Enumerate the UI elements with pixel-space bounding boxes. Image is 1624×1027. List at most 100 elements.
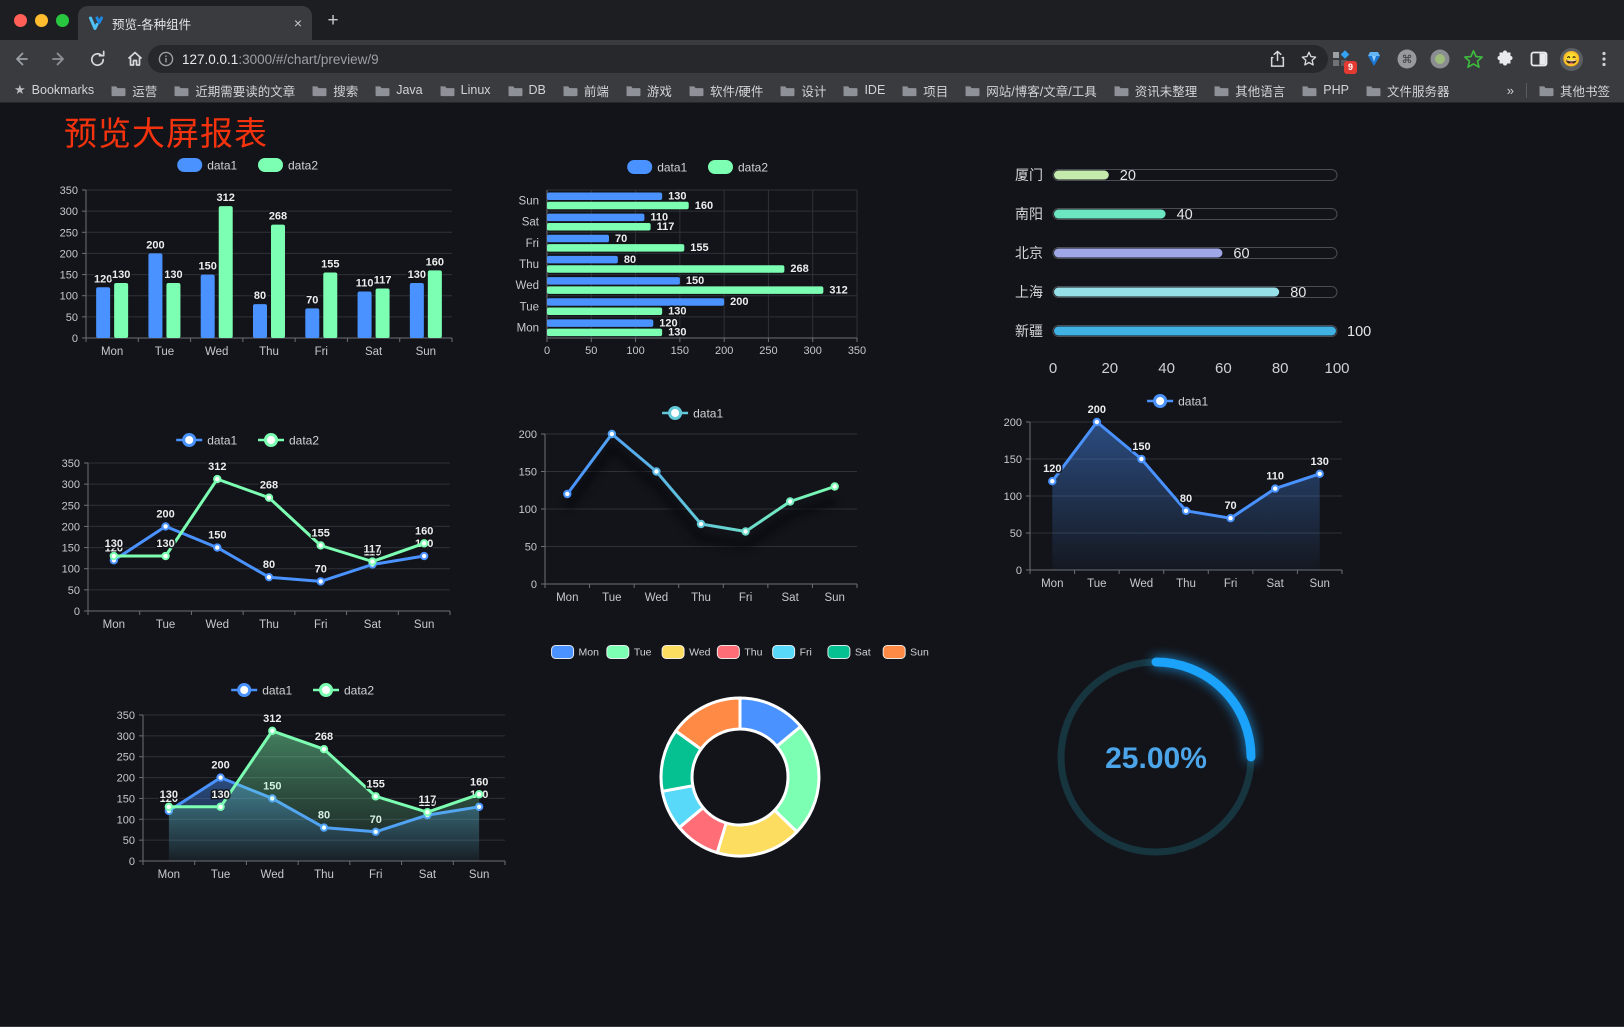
bookmarks-manager-button[interactable]: ★ Bookmarks xyxy=(14,82,95,97)
svg-text:250: 250 xyxy=(117,752,135,764)
svg-text:117: 117 xyxy=(374,275,392,287)
svg-text:Fri: Fri xyxy=(526,238,539,250)
other-bookmarks-folder[interactable]: 其他书签 xyxy=(1539,81,1610,100)
bookmark-folder[interactable]: 前端 xyxy=(563,81,609,100)
maximize-button[interactable] xyxy=(56,14,69,27)
svg-text:0: 0 xyxy=(544,345,550,357)
svg-text:data1: data1 xyxy=(1178,395,1208,409)
bookmarks-divider xyxy=(1525,82,1527,98)
profile-avatar[interactable]: 😄 xyxy=(1560,47,1583,71)
forward-button[interactable] xyxy=(44,44,74,74)
extensions-area: 9 ⌘ xyxy=(1329,44,1616,74)
svg-text:60: 60 xyxy=(1215,360,1232,377)
bookmark-folder[interactable]: 文件服务器 xyxy=(1366,81,1449,100)
svg-text:110: 110 xyxy=(650,212,668,224)
back-button[interactable] xyxy=(6,44,36,74)
svg-text:Thu: Thu xyxy=(691,592,711,604)
svg-text:⌘: ⌘ xyxy=(1402,54,1413,66)
svg-text:300: 300 xyxy=(804,345,822,357)
svg-text:40: 40 xyxy=(1177,207,1193,223)
bookmark-folder[interactable]: 运营 xyxy=(111,81,157,100)
extension-icon-command-circle[interactable]: ⌘ xyxy=(1395,47,1419,71)
svg-text:130: 130 xyxy=(112,269,130,281)
svg-text:50: 50 xyxy=(66,312,78,324)
svg-text:117: 117 xyxy=(657,221,675,233)
chart-horizontal-bar: data1 data2 0 50 100 150 200 250 300 350 Mon 120 130… xyxy=(505,152,895,370)
side-panel-icon[interactable] xyxy=(1527,47,1551,71)
bookmark-folder[interactable]: 其他语言 xyxy=(1214,81,1285,100)
svg-text:Mon: Mon xyxy=(556,592,578,604)
svg-text:data1: data1 xyxy=(657,161,687,175)
menu-kebab-icon[interactable] xyxy=(1592,47,1616,71)
new-tab-button[interactable]: + xyxy=(327,10,339,31)
tab-strip: 预览-各种组件 × + xyxy=(0,0,1624,40)
bookmarks-overflow-button[interactable]: » xyxy=(1506,82,1514,98)
page-title: 预览大屏报表 xyxy=(64,115,268,152)
bookmark-folder[interactable]: 游戏 xyxy=(626,81,672,100)
bookmark-folder[interactable]: 搜索 xyxy=(312,81,358,100)
bookmark-folder[interactable]: 项目 xyxy=(902,81,948,100)
svg-text:Sun: Sun xyxy=(910,647,929,659)
extension-icon-gem[interactable] xyxy=(1362,47,1386,71)
minimize-button[interactable] xyxy=(35,14,48,27)
svg-text:130: 130 xyxy=(668,191,686,203)
svg-text:100: 100 xyxy=(1347,324,1371,340)
share-icon[interactable] xyxy=(1269,50,1286,68)
bookmark-folder[interactable]: 网站/博客/文章/工具 xyxy=(965,81,1097,100)
browser-tab[interactable]: 预览-各种组件 × xyxy=(78,6,312,40)
svg-text:150: 150 xyxy=(1132,441,1150,453)
svg-text:117: 117 xyxy=(364,544,382,556)
svg-text:312: 312 xyxy=(263,713,281,725)
svg-text:312: 312 xyxy=(217,192,235,204)
extension-icon-green-star[interactable] xyxy=(1461,47,1485,71)
bookmark-folder[interactable]: 资讯未整理 xyxy=(1114,81,1197,100)
home-button[interactable] xyxy=(120,44,150,74)
svg-text:120: 120 xyxy=(160,793,178,805)
svg-text:110: 110 xyxy=(419,797,437,809)
svg-text:200: 200 xyxy=(62,521,80,533)
svg-text:150: 150 xyxy=(199,261,217,273)
chart-gradient-line: data1 0 50 100 150 200 Mon Tue Wed Thu Fri Sat Sun xyxy=(500,398,890,610)
bookmark-folder[interactable]: 近期需要读的文章 xyxy=(174,81,295,100)
svg-text:0: 0 xyxy=(1049,360,1057,377)
bookmark-folder[interactable]: PHP xyxy=(1302,81,1349,100)
bookmark-folder[interactable]: 设计 xyxy=(780,81,826,100)
bookmark-folder[interactable]: IDE xyxy=(843,81,885,100)
svg-text:200: 200 xyxy=(156,508,174,520)
svg-text:Fri: Fri xyxy=(315,346,328,358)
svg-text:155: 155 xyxy=(367,778,385,790)
svg-text:160: 160 xyxy=(426,256,444,268)
tab-close-button[interactable]: × xyxy=(293,15,302,31)
svg-text:Wed: Wed xyxy=(516,280,539,292)
extensions-puzzle-icon[interactable] xyxy=(1494,47,1518,71)
extension-icon-pinned-grid[interactable]: 9 xyxy=(1329,47,1357,74)
chart-area-single: data1 0 50 100 150 200 Mon Tue Wed Thu Fri Sat Sun 12… xyxy=(985,386,1375,598)
svg-text:350: 350 xyxy=(60,185,78,197)
svg-text:200: 200 xyxy=(146,239,164,251)
reload-button[interactable] xyxy=(82,44,112,74)
svg-text:20: 20 xyxy=(1101,360,1118,377)
svg-text:data1: data1 xyxy=(207,159,237,173)
svg-text:80: 80 xyxy=(1180,493,1192,505)
svg-text:南阳: 南阳 xyxy=(1015,206,1043,222)
svg-text:70: 70 xyxy=(315,563,327,575)
close-button[interactable] xyxy=(14,14,27,27)
svg-text:0: 0 xyxy=(531,579,537,591)
address-bar[interactable]: 127.0.0.1:3000/#/chart/preview/9 xyxy=(148,45,1328,73)
bookmark-folder[interactable]: 软件/硬件 xyxy=(689,81,763,100)
bookmark-star-icon[interactable] xyxy=(1300,50,1318,68)
extension-icon-dot-circle[interactable] xyxy=(1428,47,1452,71)
svg-text:130: 130 xyxy=(156,538,174,550)
page-content: 预览大屏报表 data1 data2 0 50 100 150 200 250 300 350 Mo… xyxy=(0,103,1624,1027)
svg-text:80: 80 xyxy=(624,254,636,266)
svg-text:0: 0 xyxy=(129,856,135,868)
svg-text:120: 120 xyxy=(94,273,112,285)
bookmark-folder[interactable]: DB xyxy=(508,81,546,100)
bookmark-folder[interactable]: Java xyxy=(375,81,423,100)
bookmark-folder[interactable]: Linux xyxy=(440,81,491,100)
svg-text:100: 100 xyxy=(117,814,135,826)
svg-text:Tue: Tue xyxy=(1087,578,1106,590)
svg-text:Tue: Tue xyxy=(155,346,174,358)
site-info-icon[interactable] xyxy=(158,51,174,67)
